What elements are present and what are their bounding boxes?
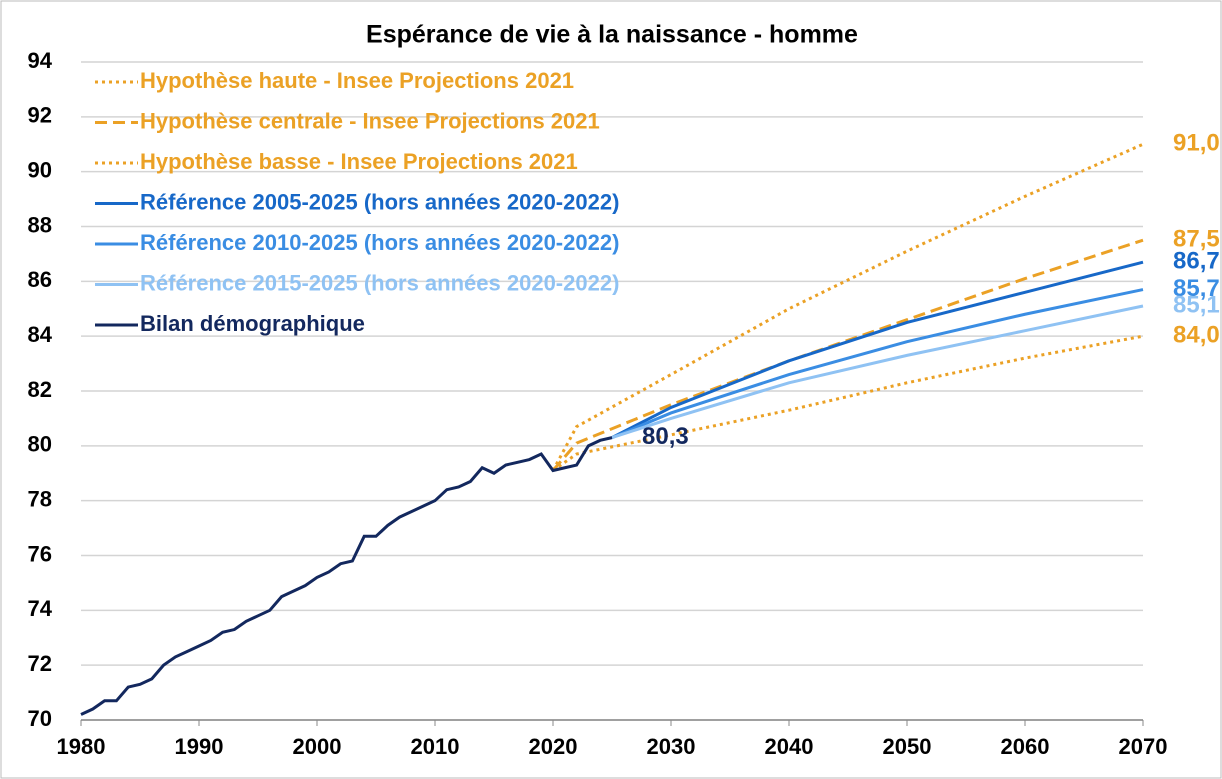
y-tick-label: 82: [28, 377, 52, 402]
x-tick-label: 1980: [57, 734, 106, 759]
x-tick-label: 2070: [1119, 734, 1168, 759]
legend-label: Référence 2010-2025 (hors années 2020-20…: [140, 230, 619, 255]
legend-label: Référence 2005-2025 (hors années 2020-20…: [140, 189, 619, 214]
series-line: [551, 142, 1144, 472]
value-label: 84,0: [1173, 322, 1220, 349]
y-tick-label: 88: [28, 212, 52, 237]
y-tick-label: 92: [28, 103, 52, 128]
y-tick-label: 90: [28, 157, 52, 182]
legend-label: Hypothèse basse - Insee Projections 2021: [140, 149, 578, 174]
x-tick-label: 2010: [411, 734, 460, 759]
y-tick-label: 80: [28, 432, 52, 457]
series-line: [80, 436, 613, 716]
x-tick-label: 2020: [529, 734, 578, 759]
legend-label: Hypothèse centrale - Insee Projections 2…: [140, 108, 600, 133]
value-label: 86,7: [1173, 247, 1220, 274]
value-label: 80,3: [642, 423, 689, 450]
y-tick-label: 74: [28, 596, 53, 621]
y-tick-label: 70: [28, 706, 52, 731]
x-tick-label: 2030: [647, 734, 696, 759]
x-tick-label: 2000: [293, 734, 342, 759]
x-tick-label: 2040: [765, 734, 814, 759]
value-label: 85,7: [1173, 275, 1220, 302]
legend-label: Hypothèse haute - Insee Projections 2021: [140, 68, 574, 93]
y-tick-label: 84: [28, 322, 53, 347]
x-tick-label: 2060: [1001, 734, 1050, 759]
value-label: 87,5: [1173, 226, 1220, 253]
value-label: 91,0: [1173, 130, 1220, 157]
series-line: [611, 304, 1144, 440]
y-tick-label: 76: [28, 541, 52, 566]
x-tick-label: 2050: [883, 734, 932, 759]
legend-label: Bilan démographique: [140, 311, 365, 336]
y-tick-label: 94: [28, 48, 53, 73]
value-label: 85,1: [1173, 291, 1220, 318]
legend-label: Référence 2015-2025 (hors années 2020-20…: [140, 270, 619, 295]
y-tick-label: 72: [28, 651, 52, 676]
series-line: [611, 260, 1144, 439]
series-line: [552, 334, 1144, 472]
series-line: [611, 288, 1144, 439]
x-tick-label: 1990: [175, 734, 224, 759]
chart-title: Espérance de vie à la naissance - homme: [366, 21, 858, 49]
y-tick-label: 78: [28, 486, 52, 511]
y-tick-label: 86: [28, 267, 52, 292]
